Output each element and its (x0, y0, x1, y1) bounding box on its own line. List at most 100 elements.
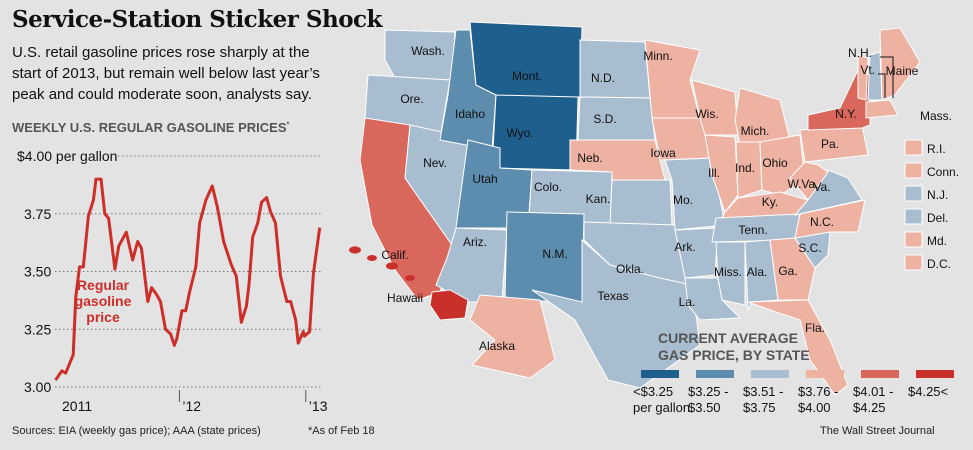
state-label-ind: Ind. (735, 161, 755, 175)
price-legend-label: $4.01 - (853, 384, 893, 399)
state-maine (879, 27, 921, 101)
state-label-tenn: Tenn. (738, 223, 767, 237)
x-tick-label: ’12 (182, 398, 201, 414)
price-legend-swatch (641, 370, 679, 378)
state-label-nd: N.D. (591, 71, 615, 85)
nh-leader-line (880, 56, 894, 98)
state-label-vt: Vt. (860, 63, 875, 77)
x-tick-label: ’13 (309, 398, 328, 414)
state-label-wash: Wash. (411, 44, 445, 58)
y-tick-label: $4.00 per gallon (17, 148, 117, 164)
state-wva (789, 161, 829, 201)
price-legend-swatch (696, 370, 734, 378)
legend-title: CURRENT AVERAGE GAS PRICE, BY STATE (658, 330, 810, 364)
state-alaska (469, 294, 556, 379)
state-ill (704, 134, 739, 214)
state-label-la: La. (679, 295, 696, 309)
state-hawaii-island (349, 246, 361, 254)
chart-title-note: * (286, 121, 290, 129)
state-wyo (491, 94, 579, 171)
state-label-mont: Mont. (512, 69, 542, 83)
state-label-ohio: Ohio (762, 156, 788, 170)
price-legend-label: $3.76 - (798, 384, 838, 399)
small-state-label: Del. (927, 211, 948, 225)
state-label-ky: Ky. (762, 195, 778, 209)
state-label-ariz: Ariz. (463, 235, 487, 249)
price-legend-swatch (861, 370, 899, 378)
state-label-nm: N.M. (542, 247, 567, 261)
y-tick-label: 3.75 (24, 206, 51, 222)
price-legend-swatch (806, 370, 844, 378)
small-state-label: N.J. (927, 188, 948, 202)
chart-title-text: WEEKLY U.S. REGULAR GASOLINE PRICES (12, 120, 287, 135)
state-label-nc: N.C. (810, 215, 834, 229)
state-nd (579, 39, 651, 99)
price-legend-label: $3.25 - (688, 384, 728, 399)
state-mass (865, 99, 899, 119)
small-state-label: Conn. (927, 165, 959, 179)
state-minn (644, 39, 701, 119)
price-legend-label: $3.50 (688, 400, 721, 415)
state-label-ill: Ill. (708, 166, 720, 180)
y-tick-label: 3.50 (24, 264, 51, 280)
state-label-wis: Wis. (695, 107, 718, 121)
price-legend-label: per gallon (633, 400, 690, 415)
state-label-neb: Neb. (577, 151, 602, 165)
price-legend-label: $4.00 (798, 400, 831, 415)
small-state-label: D.C. (927, 257, 951, 271)
state-label-nh: N.H. (848, 46, 872, 60)
state-wis (691, 79, 739, 136)
state-label-wva: W.Va. (787, 177, 818, 191)
price-legend-label: <$3.25 (633, 384, 673, 399)
state-label-colo: Colo. (534, 180, 562, 194)
state-label-nev: Nev. (423, 156, 447, 170)
line-annotation: Regular (77, 277, 130, 293)
state-miss (715, 241, 746, 306)
state-label-idaho: Idaho (455, 107, 485, 121)
price-legend-swatch (751, 370, 789, 378)
small-state-label: Md. (927, 234, 947, 248)
page-title: Service-Station Sticker Shock (12, 6, 383, 33)
state-label-maine: Maine (886, 64, 919, 78)
footnote: *As of Feb 18 (308, 425, 375, 437)
state-label-ny: N.Y. (835, 107, 857, 121)
small-state-swatch (904, 162, 923, 179)
state-label-utah: Utah (472, 172, 497, 186)
state-label-va: Va. (813, 180, 830, 194)
state-nc (794, 199, 866, 239)
state-label-ala: Ala. (747, 265, 768, 279)
y-tick-label: 3.00 (24, 379, 51, 395)
vt-leader-line (878, 73, 886, 98)
state-label-texas: Texas (597, 289, 628, 303)
state-kan (609, 179, 673, 226)
state-hawaii-island (386, 262, 398, 270)
state-hawaii-island (367, 255, 377, 261)
state-label-miss: Miss. (714, 265, 742, 279)
price-line (54, 177, 322, 381)
state-label-iowa: Iowa (650, 146, 676, 160)
state-ga (769, 237, 816, 301)
state-mont (469, 21, 583, 98)
small-state-swatch (904, 254, 923, 271)
state-label-okla: Okla. (616, 262, 644, 276)
small-state-swatch (904, 139, 923, 156)
state-label-sd: S.D. (593, 112, 616, 126)
state-label-mo: Mo. (673, 193, 693, 207)
credit: The Wall Street Journal (820, 425, 935, 437)
subtitle: U.S. retail gasoline prices rose sharply… (12, 44, 320, 103)
small-state-swatch (904, 231, 923, 248)
legend-title-line: GAS PRICE, BY STATE (658, 347, 810, 363)
state-label-mass: Mass. (920, 109, 952, 123)
price-legend-label: $4.25 (853, 400, 886, 415)
state-label-alaska: Alaska (479, 339, 515, 353)
state-label-mich: Mich. (741, 124, 770, 138)
state-texas (531, 238, 701, 389)
state-label-fla: Fla. (805, 321, 825, 335)
price-legend-label: $3.75 (743, 400, 776, 415)
line-annotation: price (86, 309, 120, 325)
price-legend-swatch (916, 370, 954, 378)
small-state-label: R.I. (927, 142, 946, 156)
sources: Sources: EIA (weekly gas price); AAA (st… (12, 425, 261, 437)
